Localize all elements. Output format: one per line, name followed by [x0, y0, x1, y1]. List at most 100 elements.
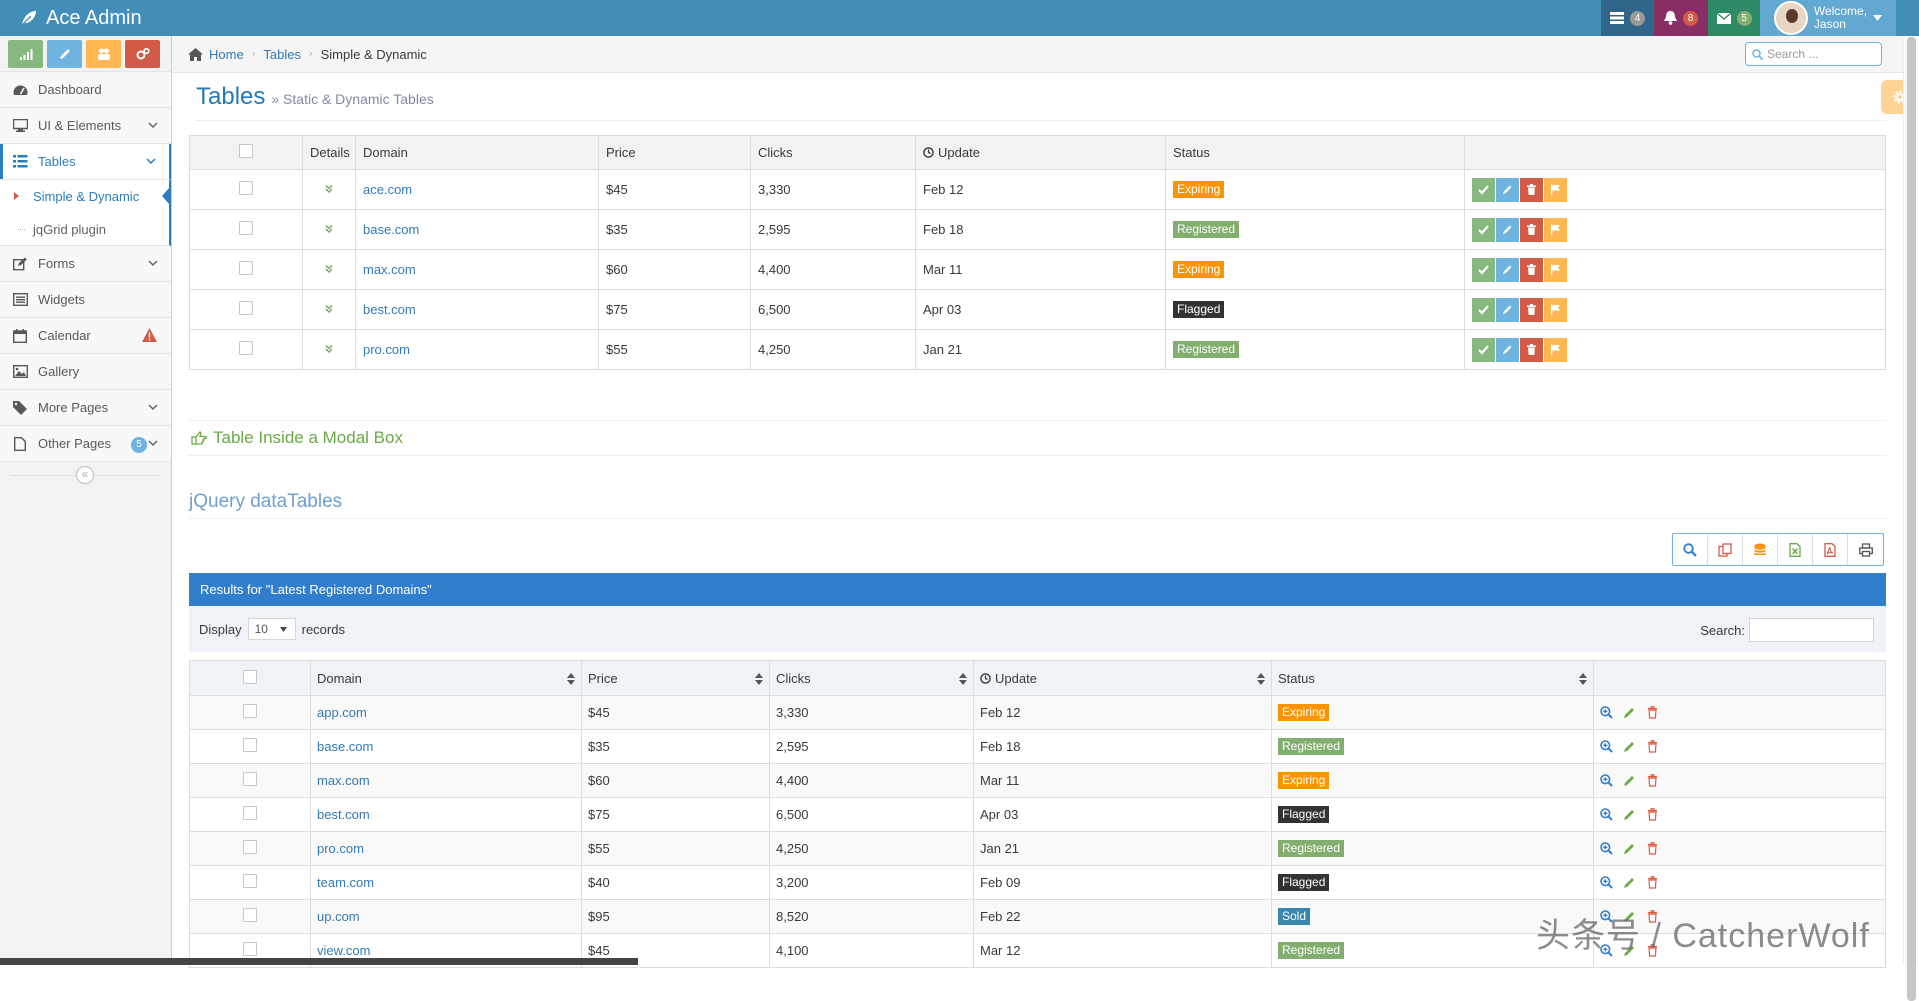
shortcut-settings-button[interactable]: [125, 39, 160, 68]
flag-button[interactable]: [1544, 337, 1567, 362]
pencil-icon[interactable]: [1623, 842, 1636, 855]
delete-button[interactable]: [1520, 217, 1543, 242]
row-checkbox[interactable]: [239, 221, 253, 235]
tasks-button[interactable]: 4: [1601, 0, 1654, 36]
zoom-in-icon[interactable]: [1600, 774, 1613, 787]
toolbar-copy-button[interactable]: [1708, 534, 1743, 565]
domain-link[interactable]: team.com: [317, 875, 375, 890]
domain-link[interactable]: best.com: [317, 807, 370, 822]
toolbar-print-button[interactable]: [1848, 534, 1883, 565]
breadcrumb-tables[interactable]: Tables: [263, 46, 301, 62]
domain-link[interactable]: view.com: [317, 943, 371, 958]
row-checkbox[interactable]: [243, 840, 257, 854]
zoom-in-icon[interactable]: [1600, 808, 1613, 821]
domain-link[interactable]: base.com: [363, 222, 420, 237]
sidebar-item-widgets[interactable]: Widgets: [0, 282, 171, 318]
trash-icon[interactable]: [1646, 910, 1659, 923]
header-clicks[interactable]: Clicks: [750, 135, 916, 170]
modal-table-link[interactable]: Table Inside a Modal Box: [189, 420, 1886, 456]
domain-link[interactable]: ace.com: [363, 182, 413, 197]
approve-button[interactable]: [1472, 177, 1495, 202]
sidebar-item-other-pages[interactable]: Other Pages 5: [0, 426, 171, 462]
user-menu[interactable]: Welcome, Jason: [1760, 0, 1896, 36]
zoom-in-icon[interactable]: [1600, 706, 1613, 719]
flag-button[interactable]: [1544, 177, 1567, 202]
row-checkbox[interactable]: [243, 874, 257, 888]
domain-link[interactable]: max.com: [363, 262, 416, 277]
zoom-in-icon[interactable]: [1600, 944, 1613, 957]
approve-button[interactable]: [1472, 337, 1495, 362]
shortcut-stats-button[interactable]: [8, 39, 43, 68]
pencil-icon[interactable]: [1623, 944, 1636, 957]
pencil-icon[interactable]: [1623, 876, 1636, 889]
toolbar-search-button[interactable]: [1673, 534, 1708, 565]
delete-button[interactable]: [1520, 177, 1543, 202]
sidebar-item-forms[interactable]: Forms: [0, 246, 171, 282]
sidebar-item-dashboard[interactable]: Dashboard: [0, 72, 171, 108]
trash-icon[interactable]: [1646, 944, 1659, 957]
double-angle-left-icon[interactable]: «: [76, 466, 94, 484]
row-checkbox[interactable]: [243, 806, 257, 820]
toolbar-csv-button[interactable]: [1743, 534, 1778, 565]
double-chevron-down-icon[interactable]: [324, 304, 334, 314]
select-all-checkbox[interactable]: [239, 144, 253, 158]
delete-button[interactable]: [1520, 257, 1543, 282]
sidebar-item-gallery[interactable]: Gallery: [0, 354, 171, 390]
edit-button[interactable]: [1496, 337, 1519, 362]
search-input[interactable]: Search ...: [1745, 42, 1882, 66]
domain-link[interactable]: up.com: [317, 909, 360, 924]
toolbar-pdf-button[interactable]: [1813, 534, 1848, 565]
shortcut-users-button[interactable]: [86, 39, 121, 68]
header-status[interactable]: Status: [1165, 135, 1465, 170]
header-domain[interactable]: Domain: [310, 660, 582, 696]
header-price[interactable]: Price: [598, 135, 751, 170]
records-per-page-select[interactable]: 10: [247, 618, 296, 640]
notifications-button[interactable]: 8: [1654, 0, 1708, 36]
approve-button[interactable]: [1472, 217, 1495, 242]
row-checkbox[interactable]: [243, 942, 257, 956]
pencil-icon[interactable]: [1623, 740, 1636, 753]
pencil-icon[interactable]: [1623, 910, 1636, 923]
sidebar-subitem-jqgrid[interactable]: jqGrid plugin: [0, 213, 171, 246]
sidebar-subitem-simple-dynamic[interactable]: Simple & Dynamic: [0, 180, 171, 213]
brand[interactable]: Ace Admin: [20, 0, 142, 36]
header-status[interactable]: Status: [1271, 660, 1594, 696]
header-domain[interactable]: Domain: [355, 135, 599, 170]
shortcut-edit-button[interactable]: [47, 39, 82, 68]
domain-link[interactable]: base.com: [317, 739, 374, 754]
zoom-in-icon[interactable]: [1600, 876, 1613, 889]
zoom-in-icon[interactable]: [1600, 740, 1613, 753]
datatables-search-input[interactable]: [1749, 618, 1874, 642]
double-chevron-down-icon[interactable]: [324, 224, 334, 234]
delete-button[interactable]: [1520, 337, 1543, 362]
pencil-icon[interactable]: [1623, 808, 1636, 821]
domain-link[interactable]: pro.com: [317, 841, 364, 856]
delete-button[interactable]: [1520, 297, 1543, 322]
pencil-icon[interactable]: [1623, 706, 1636, 719]
sidebar-item-tables[interactable]: Tables: [0, 144, 171, 180]
select-all-checkbox[interactable]: [243, 669, 257, 684]
header-price[interactable]: Price: [581, 660, 770, 696]
approve-button[interactable]: [1472, 257, 1495, 282]
row-checkbox[interactable]: [243, 704, 257, 718]
edit-button[interactable]: [1496, 297, 1519, 322]
header-update[interactable]: Update: [915, 135, 1166, 170]
row-checkbox[interactable]: [243, 772, 257, 786]
trash-icon[interactable]: [1646, 706, 1659, 719]
zoom-in-icon[interactable]: [1600, 842, 1613, 855]
sidebar-item-calendar[interactable]: Calendar: [0, 318, 171, 354]
trash-icon[interactable]: [1646, 876, 1659, 889]
row-checkbox[interactable]: [239, 261, 253, 275]
messages-button[interactable]: 5: [1708, 0, 1760, 36]
edit-button[interactable]: [1496, 217, 1519, 242]
double-chevron-down-icon[interactable]: [324, 184, 334, 194]
toolbar-excel-button[interactable]: [1778, 534, 1813, 565]
trash-icon[interactable]: [1646, 740, 1659, 753]
zoom-in-icon[interactable]: [1600, 910, 1613, 923]
double-chevron-down-icon[interactable]: [324, 344, 334, 354]
domain-link[interactable]: best.com: [363, 302, 416, 317]
domain-link[interactable]: pro.com: [363, 342, 410, 357]
scrollbar-thumb[interactable]: [1907, 37, 1916, 1001]
trash-icon[interactable]: [1646, 842, 1659, 855]
breadcrumb-home[interactable]: Home: [209, 46, 244, 62]
